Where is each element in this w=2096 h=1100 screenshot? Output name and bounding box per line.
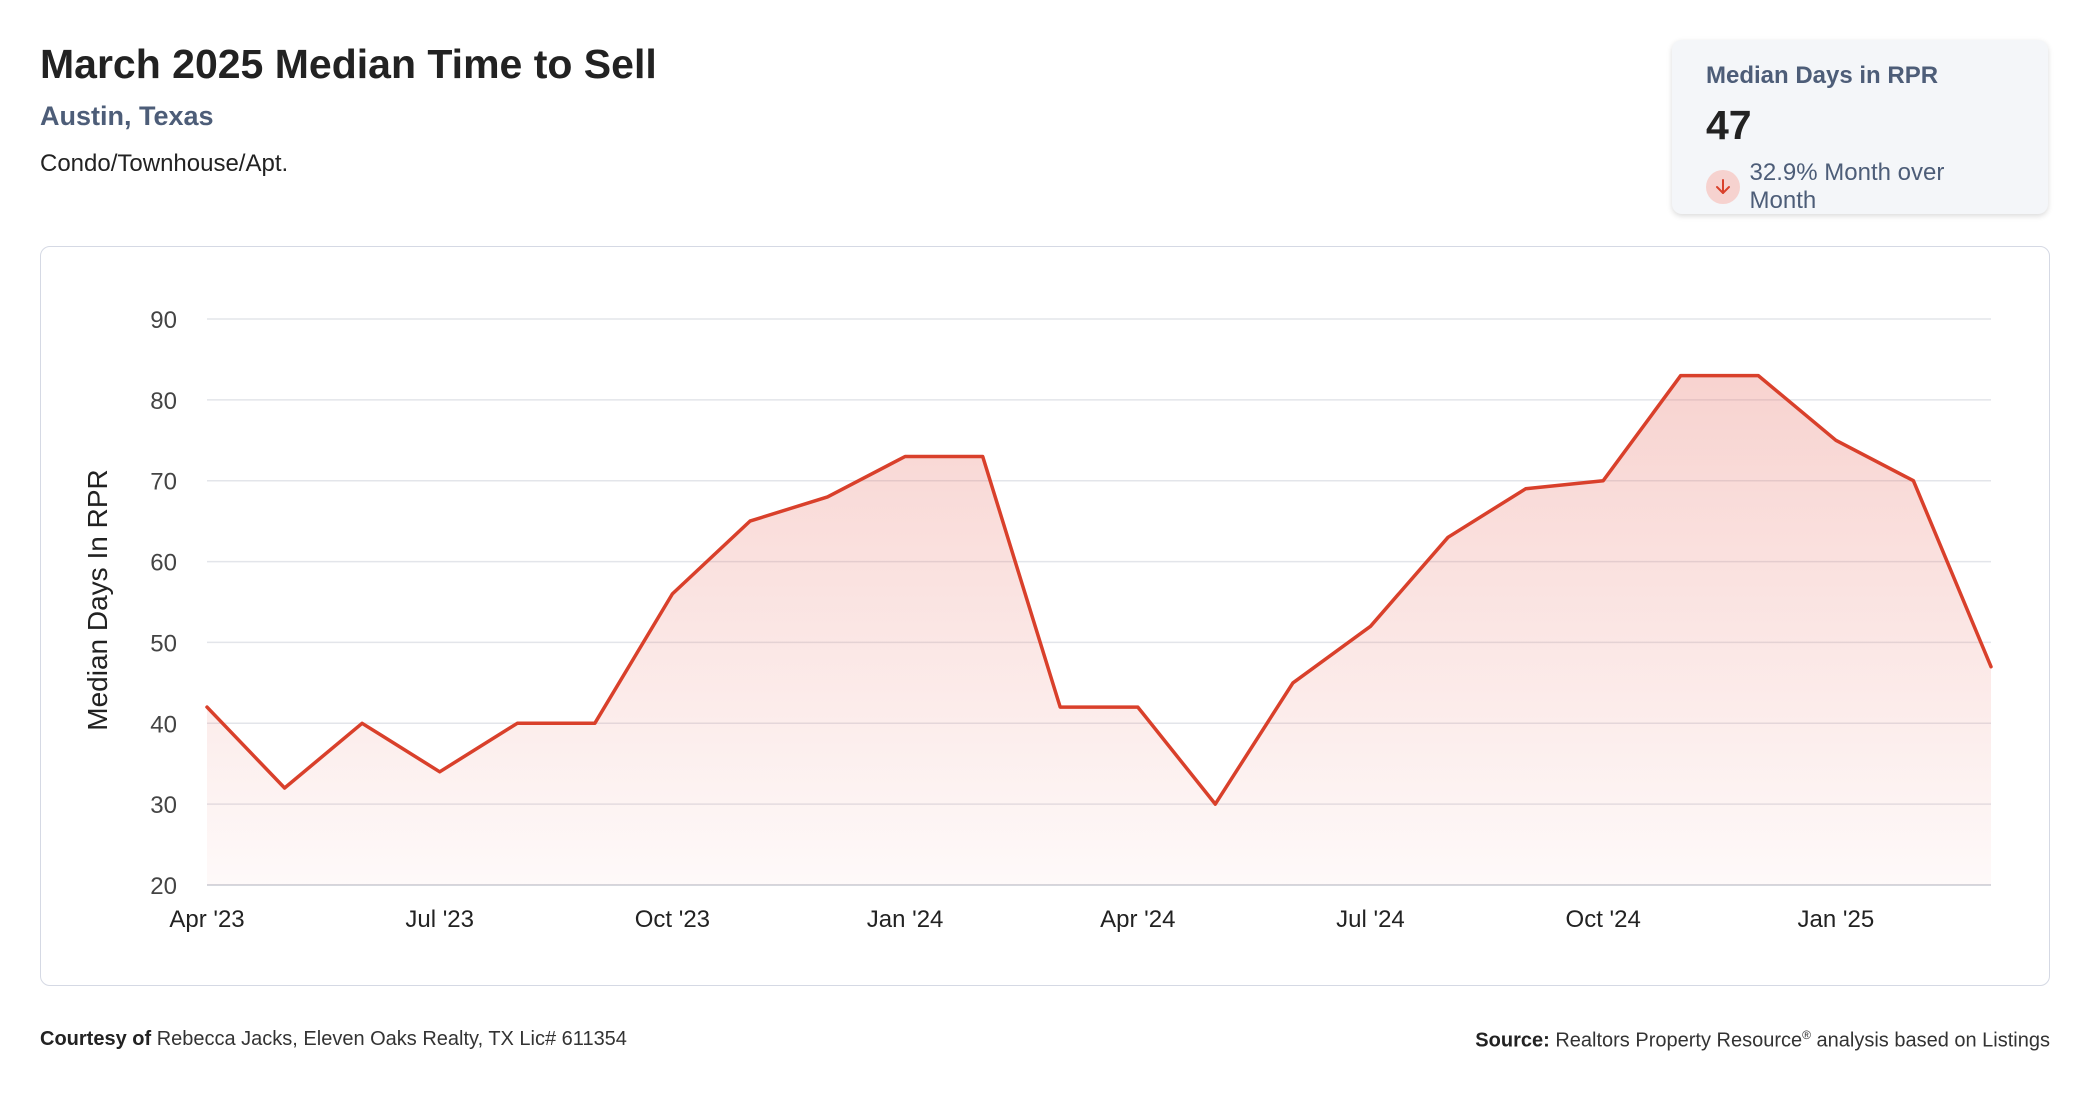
y-axis-ticks: 90 80 70 60 50 40 30 20: [150, 307, 177, 900]
page-title: March 2025 Median Time to Sell: [40, 41, 657, 87]
kpi-card: Median Days in RPR 47 32.9% Month over M…: [1672, 40, 2048, 214]
x-tick-label: Jan '25: [1798, 906, 1875, 933]
x-tick-label: Apr '23: [169, 906, 244, 933]
source-text: Realtors Property Resource: [1555, 1029, 1803, 1052]
x-tick-label: Apr '24: [1100, 906, 1175, 933]
y-axis-label: Median Days In RPR: [82, 469, 113, 730]
kpi-value: 47: [1706, 102, 1752, 148]
chart-panel: 90 80 70 60 50 40 30 20 Apr '23 Jul '23 Oct '23 Ja…: [40, 246, 2050, 986]
y-tick-label: 80: [150, 388, 177, 415]
y-tick-label: 50: [150, 630, 177, 657]
kpi-label: Median Days in RPR: [1706, 62, 1939, 89]
kpi-change-text: 32.9% Month over Month: [1749, 159, 1945, 214]
x-tick-label: Oct '24: [1566, 906, 1641, 933]
source-suffix: analysis based on Listings: [1816, 1029, 2050, 1052]
y-tick-label: 60: [150, 550, 177, 577]
line-chart: 90 80 70 60 50 40 30 20 Apr '23 Jul '23 Oct '23 Ja…: [82, 307, 1993, 933]
series-path: [205, 373, 1993, 806]
series-line: [205, 373, 1993, 806]
x-axis-ticks: Apr '23 Jul '23 Oct '23 Jan '24 Apr '24 Jul '…: [169, 906, 1874, 933]
courtesy-label: Courtesy of: [40, 1028, 152, 1050]
source-label: Source:: [1475, 1029, 1550, 1052]
y-tick-label: 30: [150, 792, 177, 819]
y-tick-label: 90: [150, 307, 177, 334]
y-tick-label: 40: [150, 711, 177, 738]
x-tick-label: Oct '23: [635, 906, 710, 933]
registered-mark: ®: [1802, 1028, 1811, 1042]
footer-source: Source: Realtors Property Resource® anal…: [1475, 1028, 2050, 1053]
footer-courtesy: Courtesy of Rebecca Jacks, Eleven Oaks R…: [40, 1028, 627, 1051]
location-label: Austin, Texas: [40, 101, 214, 132]
y-tick-label: 20: [150, 873, 177, 900]
x-tick-label: Jan '24: [867, 906, 944, 933]
courtesy-text: Rebecca Jacks, Eleven Oaks Realty, TX Li…: [156, 1028, 627, 1050]
property-type-label: Condo/Townhouse/Apt.: [40, 150, 289, 178]
series-area: [207, 375, 1991, 885]
y-tick-label: 70: [150, 469, 177, 496]
x-tick-label: Jul '23: [405, 906, 474, 933]
header: March 2025 Median Time to Sell Austin, T…: [40, 40, 657, 178]
kpi-change: 32.9% Month over Month: [1706, 159, 2014, 215]
arrow-down-icon: [1706, 170, 1740, 204]
x-tick-label: Jul '24: [1336, 906, 1405, 933]
area-fill: [207, 375, 1991, 885]
